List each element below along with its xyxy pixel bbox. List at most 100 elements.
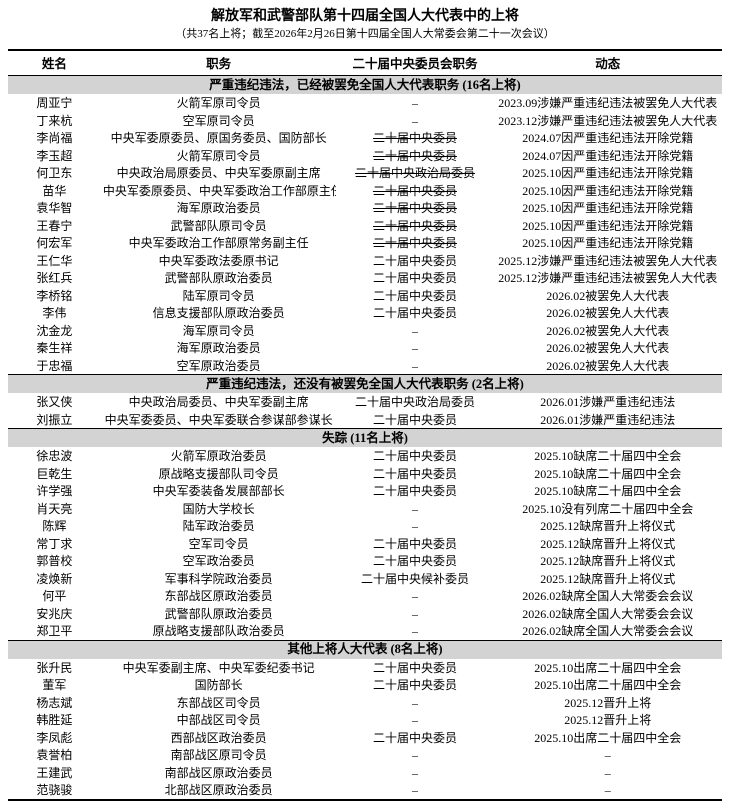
- cell-position: 空军原司令员: [182, 113, 255, 128]
- table-row: 董军 国防部长 二十届中央委员 2025.10出席二十届四中全会: [8, 676, 722, 694]
- cell-name: 巨乾生: [36, 466, 73, 481]
- table-row: 李玉超 火箭军原司令员 二十届中央委员 2024.07因严重违纪违法开除党籍: [8, 147, 722, 165]
- cell-committee: 二十届中央委员: [372, 218, 457, 233]
- cell-position: 海军原政治委员: [176, 341, 261, 356]
- cell-position: 中央军委政治工作部原常务副主任: [128, 236, 309, 251]
- cell-status: 2026.02缺席全国人大常委会会议: [522, 624, 694, 639]
- cell-name: 张红兵: [36, 271, 73, 286]
- table-row: 韩胜延 中部战区司令员 – 2025.12晋升上将: [8, 711, 722, 729]
- table-row: 王仁华 中央军委政法委原书记 二十届中央委员 2025.12涉嫌严重违纪违法被罢免人大…: [8, 252, 722, 270]
- cell-committee: –: [411, 113, 418, 128]
- table-row: 沈金龙 海军原司令员 – 2026.02被罢免人大代表: [8, 322, 722, 340]
- table-row: 郭普校 空军政治委员 二十届中央委员 2025.12缺席晋升上将仪式: [8, 552, 722, 570]
- section-header: 严重违纪违法，还没有被罢免全国人大代表职务 (2名上将): [8, 374, 722, 394]
- cell-name: 肖天亮: [36, 501, 73, 516]
- generals-roster-table: 姓名 职务 二十届中央委员会职务 动态 严重违纪违法，已经被罢免全国人大代表职务…: [8, 49, 722, 801]
- cell-name: 何卫东: [36, 166, 73, 181]
- cell-status: 2026.01涉嫌严重违纪违法: [540, 395, 676, 410]
- cell-position: 海军原政治委员: [176, 201, 261, 216]
- cell-committee: 二十届中央委员: [372, 253, 457, 268]
- cell-committee: –: [411, 96, 418, 111]
- cell-committee: –: [411, 695, 418, 710]
- cell-name: 韩胜延: [36, 713, 73, 728]
- cell-position: 军事科学院政治委员: [164, 571, 273, 586]
- cell-committee: 二十届中央政治局委员: [354, 166, 475, 181]
- cell-status: 2025.12缺席晋升上将仪式: [540, 571, 676, 586]
- table-row: 张升民 中央军委副主席、中央军委纪委书记 二十届中央委员 2025.10出席二十届四中…: [8, 659, 722, 677]
- section-header: 严重违纪违法，已经被罢免全国人大代表职务 (16名上将): [8, 75, 722, 95]
- cell-status: –: [604, 765, 611, 780]
- cell-status: 2025.10出席二十届四中全会: [534, 660, 682, 675]
- cell-position: 武警部队原司令员: [170, 218, 267, 233]
- cell-status: 2025.12晋升上将: [564, 713, 652, 728]
- cell-name: 何宏军: [36, 236, 73, 251]
- table-header: 姓名 职务 二十届中央委员会职务 动态: [8, 49, 722, 77]
- cell-committee: 二十届中央委员: [372, 288, 457, 303]
- cell-committee: 二十届中央委员: [372, 466, 457, 481]
- column-header-position: 职务: [100, 49, 337, 77]
- table-row: 郑卫平 原战略支援部队政治委员 – 2026.02缺席全国人大常委会会议: [8, 622, 722, 640]
- page-subtitle: （共37名上将；截至2026年2月26日第十四届全国人大常委会第二十一次会议）: [175, 28, 555, 41]
- cell-name: 郑卫平: [36, 624, 73, 639]
- cell-status: 2024.07因严重违纪违法开除党籍: [522, 131, 694, 146]
- cell-committee: –: [411, 589, 418, 604]
- cell-name: 袁誉柏: [36, 748, 73, 763]
- cell-name: 秦生祥: [36, 341, 73, 356]
- cell-name: 凌焕新: [36, 571, 73, 586]
- table-row: 李凤彪 西部战区政治委员 二十届中央委员 2025.10出席二十届四中全会: [8, 729, 722, 747]
- table-row: 何卫东 中央政治局原委员、中央军委原副主席 二十届中央政治局委员 2025.10因严重…: [8, 164, 722, 182]
- cell-status: 2026.02被罢免人大代表: [546, 341, 670, 356]
- cell-committee: –: [411, 323, 418, 338]
- cell-name: 许学强: [36, 484, 73, 499]
- cell-status: 2026.02缺席全国人大常委会会议: [522, 589, 694, 604]
- cell-position: 中央军委原委员、中央军委政治工作部原主任: [102, 183, 337, 198]
- cell-status: –: [604, 748, 611, 763]
- cell-committee: –: [411, 519, 418, 534]
- cell-committee: 二十届中央委员: [372, 412, 457, 427]
- section-header: 其他上将人大代表 (8名上将): [8, 639, 722, 659]
- table-row: 刘振立 中央军委委员、中央军委联合参谋部参谋长 二十届中央委员 2026.01涉嫌严重…: [8, 411, 722, 429]
- table-row: 丁来杭 空军原司令员 – 2023.12涉嫌严重违纪违法被罢免人大代表: [8, 112, 722, 130]
- cell-committee: –: [411, 341, 418, 356]
- section-header: 失踪 (11名上将): [8, 428, 722, 448]
- cell-committee: –: [411, 606, 418, 621]
- table-row: 张又侠 中央政治局委员、中央军委副主席 二十届中央政治局委员 2026.01涉嫌严重违…: [8, 393, 722, 411]
- cell-committee: 二十届中央委员: [372, 660, 457, 675]
- cell-status: 2025.10出席二十届四中全会: [534, 730, 682, 745]
- cell-position: 空军司令员: [188, 536, 249, 551]
- cell-name: 董军: [42, 678, 67, 693]
- cell-committee: 二十届中央委员: [372, 131, 457, 146]
- table-row: 凌焕新 军事科学院政治委员 二十届中央候补委员 2025.12缺席晋升上将仪式: [8, 570, 722, 588]
- cell-status: 2026.02被罢免人大代表: [546, 306, 670, 321]
- table-row: 陈辉 陆军政治委员 – 2025.12缺席晋升上将仪式: [8, 517, 722, 535]
- cell-name: 张又侠: [36, 395, 73, 410]
- section-header-row: 严重违纪违法，已经被罢免全国人大代表职务 (16名上将): [8, 75, 722, 95]
- cell-position: 武警部队原政治委员: [164, 606, 273, 621]
- cell-status: 2025.12涉嫌严重违纪违法被罢免人大代表: [498, 271, 718, 286]
- cell-committee: –: [411, 748, 418, 763]
- cell-status: 2026.02缺席全国人大常委会会议: [522, 606, 694, 621]
- cell-name: 于忠福: [36, 358, 73, 373]
- cell-committee: 二十届中央委员: [372, 678, 457, 693]
- cell-position: 东部战区原政治委员: [164, 589, 273, 604]
- cell-position: 国防部长: [194, 678, 243, 693]
- cell-committee: 二十届中央委员: [372, 201, 457, 216]
- cell-status: 2026.02被罢免人大代表: [546, 323, 670, 338]
- cell-status: 2025.10因严重违纪违法开除党籍: [522, 201, 694, 216]
- cell-name: 刘振立: [36, 412, 73, 427]
- table-row: 王春宁 武警部队原司令员 二十届中央委员 2025.10因严重违纪违法开除党籍: [8, 217, 722, 235]
- cell-status: 2023.12涉嫌严重违纪违法被罢免人大代表: [498, 113, 718, 128]
- cell-status: 2025.10缺席二十届四中全会: [534, 449, 682, 464]
- table-row: 安兆庆 武警部队原政治委员 – 2026.02缺席全国人大常委会会议: [8, 605, 722, 623]
- page-title: 解放军和武警部队第十四届全国人大代表中的上将: [211, 9, 519, 24]
- cell-name: 王仁华: [36, 253, 73, 268]
- table-row: 徐忠波 火箭军原政治委员 二十届中央委员 2025.10缺席二十届四中全会: [8, 447, 722, 465]
- cell-name: 张升民: [36, 660, 73, 675]
- cell-status: 2025.12晋升上将: [564, 695, 652, 710]
- column-header-name: 姓名: [8, 49, 101, 77]
- cell-committee: 二十届中央委员: [372, 484, 457, 499]
- section-header-row: 失踪 (11名上将): [8, 428, 722, 448]
- cell-name: 杨志斌: [36, 695, 73, 710]
- cell-name: 周亚宁: [36, 96, 73, 111]
